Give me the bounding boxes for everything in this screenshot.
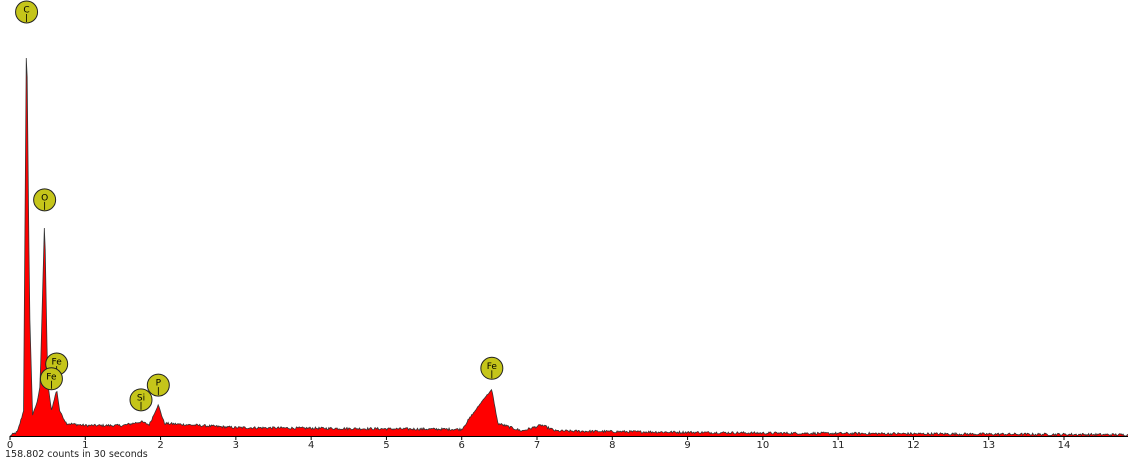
x-tick-label: 14	[1058, 440, 1071, 451]
peak-label: O	[41, 193, 48, 203]
peak-label: C	[23, 6, 29, 16]
peak-label: P	[156, 379, 162, 389]
peak-label: Fe	[52, 358, 63, 368]
x-tick-label: 1	[82, 440, 88, 451]
peak-marker-fe[interactable]: Fe	[39, 367, 63, 391]
x-tick-label: 6	[459, 440, 465, 451]
x-tick-label: 9	[684, 440, 690, 451]
peak-circle	[129, 388, 153, 412]
spectrum-outline	[9, 57, 1128, 437]
peak-circle	[146, 373, 170, 397]
peak-circle	[33, 188, 57, 212]
x-tick-label: 5	[383, 440, 389, 451]
x-tick-label: 10	[756, 440, 769, 451]
peak-marker-c[interactable]: C	[15, 0, 39, 24]
peak-circle	[39, 367, 63, 391]
x-tick-label: 12	[907, 440, 920, 451]
x-tick-label: 4	[308, 440, 314, 451]
x-tick-label: 13	[982, 440, 995, 451]
peak-marker-o[interactable]: O	[33, 188, 57, 212]
x-tick-label: 11	[832, 440, 845, 451]
peak-label: Fe	[46, 372, 57, 382]
peak-marker-fe[interactable]: Fe	[480, 356, 504, 380]
peak-circle	[480, 356, 504, 380]
peak-label: Fe	[487, 362, 498, 372]
x-tick-label: 8	[609, 440, 615, 451]
x-tick-label: 0	[7, 440, 13, 451]
spectrum-fill	[10, 57, 1128, 437]
counts-caption: 158.802 counts in 30 seconds	[5, 449, 148, 460]
x-tick-label: 7	[534, 440, 540, 451]
peak-marker-p[interactable]: P	[146, 373, 170, 397]
peak-circle	[15, 0, 39, 24]
x-tick-label: 2	[157, 440, 163, 451]
peak-marker-si[interactable]: Si	[129, 388, 153, 412]
x-tick-label: 3	[233, 440, 239, 451]
peak-label: Si	[137, 393, 145, 403]
